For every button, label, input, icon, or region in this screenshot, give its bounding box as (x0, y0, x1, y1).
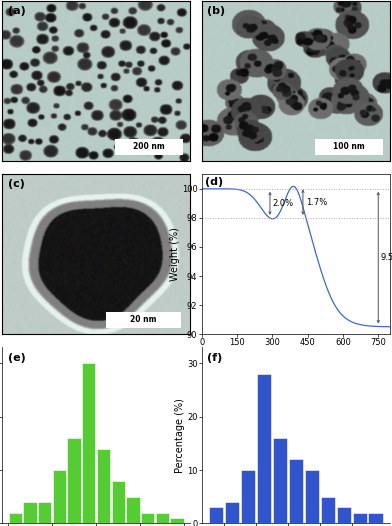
Bar (352, 513, 367, 523)
Text: (d): (d) (205, 177, 223, 187)
Bar (23, 502, 36, 523)
Text: (e): (e) (7, 353, 25, 363)
Bar (97, 449, 110, 523)
Text: (a): (a) (7, 6, 25, 16)
Text: (c): (c) (7, 179, 24, 189)
Bar (241, 470, 255, 523)
X-axis label: Temperature (°C): Temperature (°C) (254, 349, 338, 359)
Bar (171, 518, 184, 523)
Bar (305, 470, 319, 523)
Text: 9.5%: 9.5% (380, 253, 392, 262)
Text: (f): (f) (207, 353, 223, 363)
Text: 2.0%: 2.0% (273, 199, 294, 208)
Bar (67, 438, 81, 523)
Bar (112, 481, 125, 523)
Bar (53, 470, 66, 523)
Bar (289, 459, 303, 523)
Bar (38, 502, 51, 523)
Y-axis label: Percentage (%): Percentage (%) (176, 398, 185, 473)
Bar (156, 513, 169, 523)
Bar (209, 508, 223, 523)
Y-axis label: Weight (%): Weight (%) (171, 227, 180, 281)
Bar (368, 513, 383, 523)
Bar (141, 513, 154, 523)
Text: 1.7%: 1.7% (306, 198, 327, 207)
Bar (321, 497, 335, 523)
Text: (b): (b) (207, 6, 225, 16)
Bar (82, 363, 95, 523)
Bar (273, 438, 287, 523)
Bar (225, 502, 239, 523)
Bar (337, 508, 351, 523)
Bar (257, 374, 271, 523)
Bar (126, 497, 140, 523)
Bar (9, 513, 22, 523)
